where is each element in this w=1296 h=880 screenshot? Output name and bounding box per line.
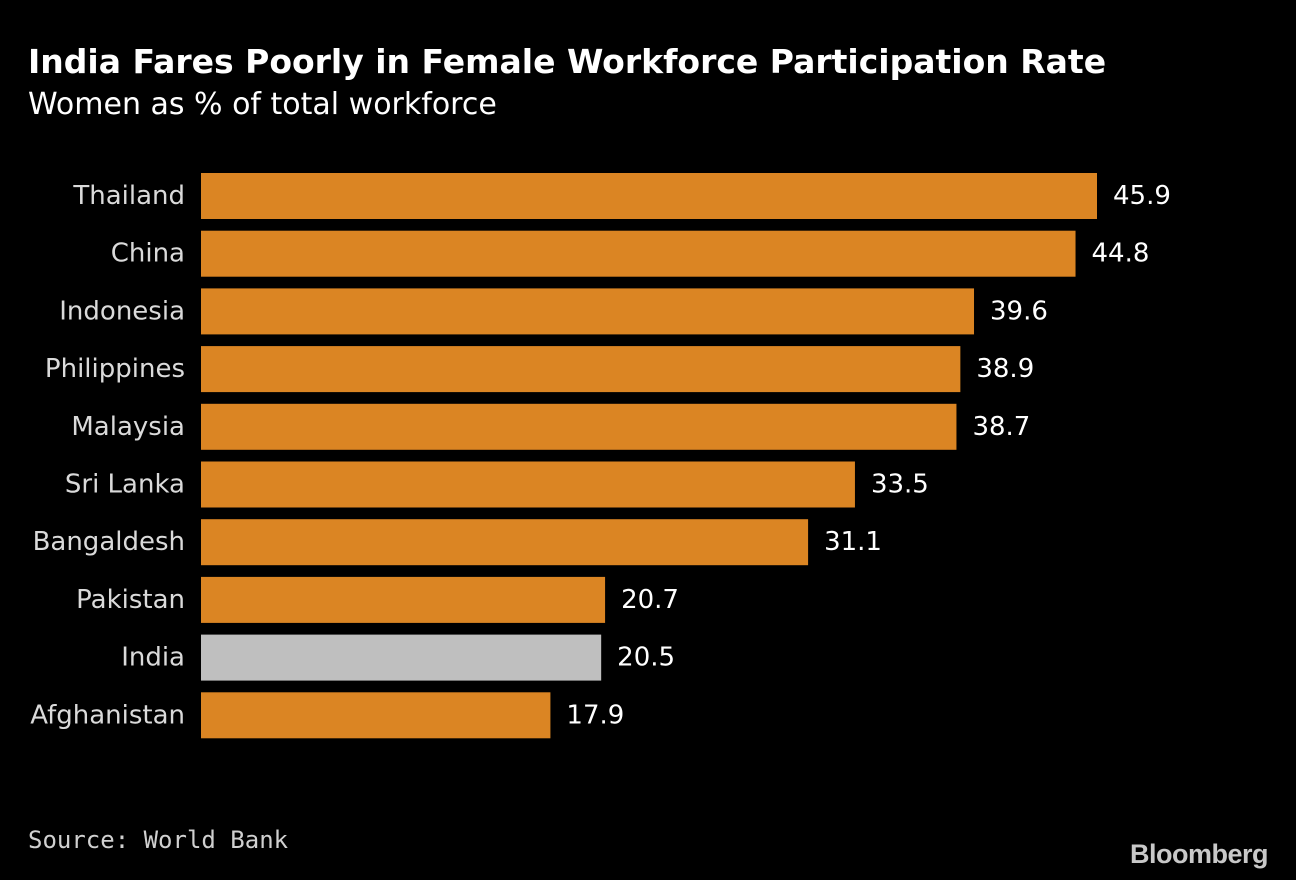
category-label: Bangaldesh [33,527,185,557]
bar-china [201,230,1076,277]
category-label: Afghanistan [30,700,185,730]
value-label: 38.7 [972,412,1030,442]
value-label: 20.7 [621,585,679,615]
value-label: 44.8 [1092,239,1150,269]
bar-malaysia [201,403,957,450]
bar-bangaldesh [201,519,809,566]
chart-subtitle: Women as % of total workforce [28,87,497,122]
bar-philippines [201,346,961,393]
value-label: 20.5 [617,643,675,673]
bloomberg-logo: Bloomberg [1129,839,1269,869]
bar-india [201,634,602,681]
bar-indonesia [201,288,975,335]
bar-afghanistan [201,692,551,739]
value-label: 33.5 [871,470,929,500]
category-label: Pakistan [76,585,185,615]
category-label: Thailand [72,181,185,211]
source-note: Source: World Bank [28,826,289,854]
category-label: Malaysia [71,412,185,442]
chart-title: India Fares Poorly in Female Workforce P… [28,42,1107,81]
value-label: 31.1 [824,527,882,557]
bar-sri-lanka [201,461,855,508]
category-label: China [111,239,185,269]
category-label: Indonesia [59,296,185,326]
value-label: 39.6 [990,296,1048,326]
value-label: 17.9 [566,700,624,730]
category-label: Philippines [45,354,185,384]
value-label: 38.9 [976,354,1034,384]
bar-thailand [201,173,1097,219]
category-label: India [121,643,185,673]
bar-pakistan [201,576,606,623]
category-label: Sri Lanka [65,470,185,500]
value-label: 45.9 [1113,181,1171,211]
